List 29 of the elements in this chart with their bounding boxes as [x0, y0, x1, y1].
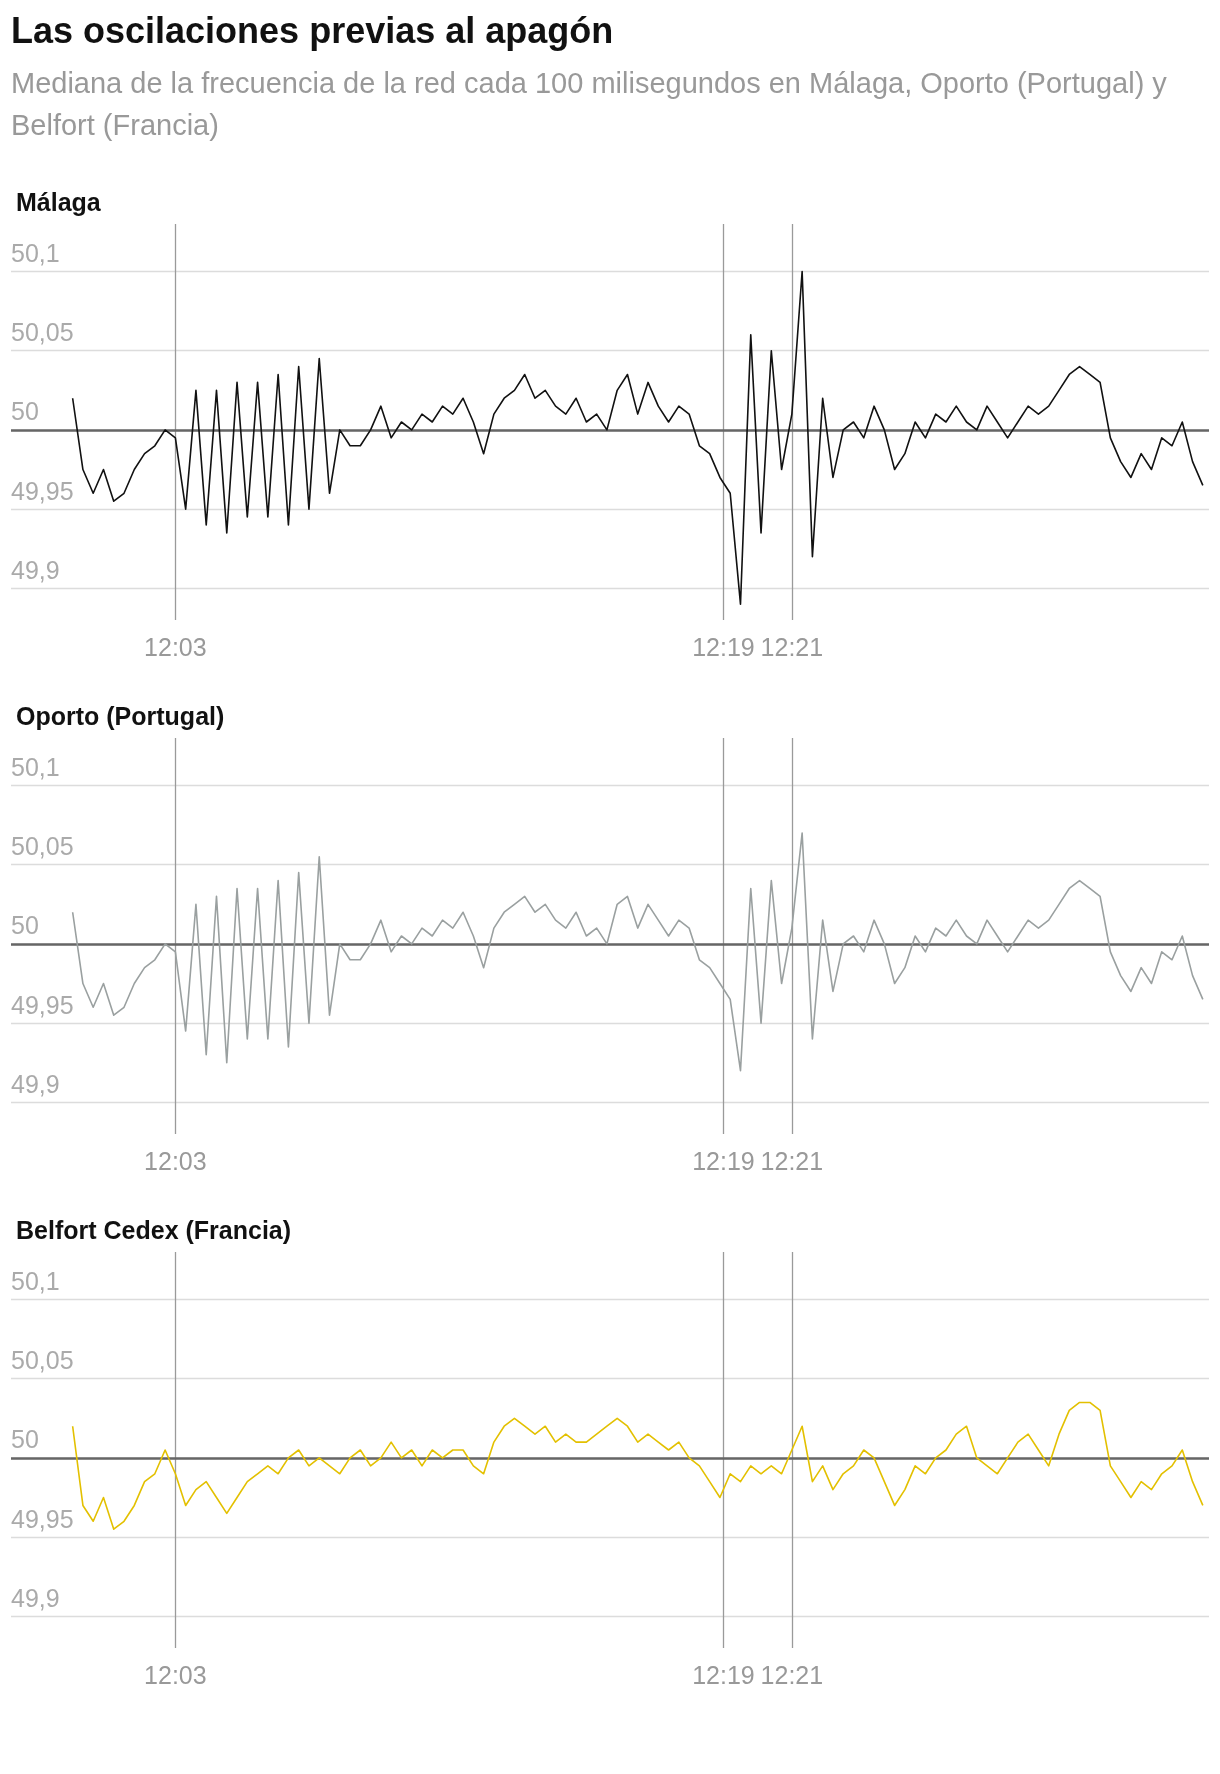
y-tick-label: 50,1 — [11, 753, 60, 782]
y-tick-label: 49,9 — [11, 1069, 60, 1098]
text: Mediana de la frecuencia de la red cada 100 milisegundos en Málaga, Oporto (Portugal) y Belfort (Francia) — [11, 66, 1168, 143]
y-tick-label: 49,95 — [11, 1504, 74, 1533]
y-tick-label: 50,1 — [11, 1267, 60, 1296]
x-tick-label: 12:21 — [760, 1660, 824, 1689]
y-tick-label: 49,95 — [11, 476, 74, 505]
chart-title: Málaga — [16, 187, 102, 216]
y-tick-label: 50 — [11, 1425, 39, 1454]
y-tick-label: 49,9 — [11, 1583, 60, 1612]
y-tick-label: 50,05 — [11, 832, 74, 861]
chart-title: Belfort Cedex (Francia) — [16, 1215, 292, 1244]
x-tick-label: 12:19 — [692, 632, 755, 661]
x-tick-label: 12:21 — [760, 632, 824, 661]
y-tick-label: 50 — [11, 397, 39, 426]
x-tick-label: 12:19 — [692, 1660, 755, 1689]
chart-title: Oporto (Portugal) — [16, 701, 225, 730]
y-tick-label: 49,9 — [11, 555, 60, 584]
x-tick-label: 12:21 — [760, 1146, 824, 1175]
x-tick-label: 12:03 — [144, 1660, 207, 1689]
x-tick-label: 12:03 — [144, 632, 207, 661]
y-tick-label: 50,05 — [11, 1346, 74, 1375]
y-tick-label: 50,05 — [11, 318, 74, 347]
x-tick-label: 12:19 — [692, 1146, 755, 1175]
text: Las oscilaciones previas al apagón — [11, 10, 615, 52]
y-tick-label: 49,95 — [11, 990, 74, 1019]
y-tick-label: 50 — [11, 911, 39, 940]
y-tick-label: 50,1 — [11, 239, 60, 268]
x-tick-label: 12:03 — [144, 1146, 207, 1175]
